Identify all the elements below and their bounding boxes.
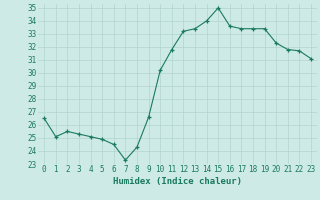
X-axis label: Humidex (Indice chaleur): Humidex (Indice chaleur) [113, 177, 242, 186]
